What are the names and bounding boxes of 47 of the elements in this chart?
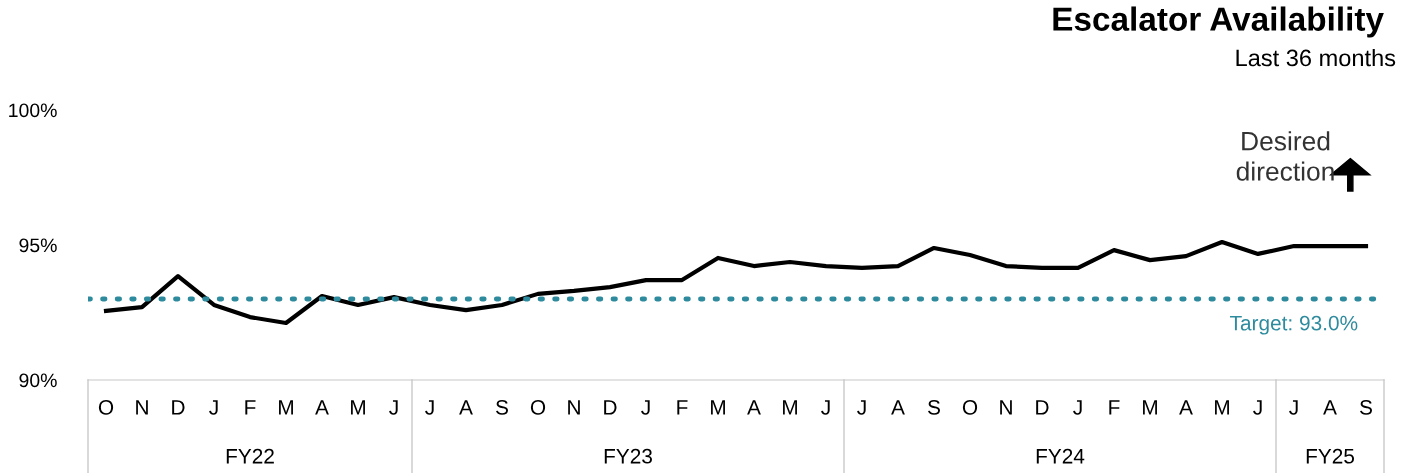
x-tick-label: D (604, 400, 617, 415)
text: FY25 (1306, 448, 1355, 464)
text: FY22 (226, 448, 274, 464)
chart-subtitle: Last 36 months (1236, 49, 1396, 67)
x-tick-label: N (568, 400, 580, 415)
x-tick-label: A (747, 400, 761, 415)
y-tick-label: 95% (19, 238, 57, 253)
x-tick-label: D (172, 400, 185, 415)
annotation: Desired direction (1236, 131, 1334, 181)
text: FY23 (604, 448, 652, 464)
x-tick-label: O (962, 399, 978, 415)
x-tick-label: F (1109, 400, 1120, 415)
x-tick-label: A (891, 400, 905, 415)
x-tick-label: O (98, 399, 114, 415)
x-tick-label: J (1073, 400, 1082, 415)
x-tick-label: J (209, 400, 218, 415)
x-tick-label: M (279, 400, 293, 415)
x-tick-label: F (245, 400, 256, 415)
x-tick-label: A (1179, 400, 1193, 415)
x-tick-label: J (821, 400, 830, 415)
x-tick-label: J (641, 400, 650, 415)
x-tick-label: J (1289, 400, 1298, 415)
y-tick-label: 100% (9, 103, 57, 118)
ref-line-label: Target: 93.0% (1230, 315, 1358, 335)
x-tick-label: J (857, 400, 866, 415)
x-tick-label: S (1360, 399, 1372, 415)
x-tick-label: N (1000, 400, 1012, 415)
x-tick-label: A (315, 400, 329, 415)
x-tick-label: A (1323, 400, 1337, 415)
x-tick-label: J (1253, 400, 1262, 415)
x-tick-label: N (136, 400, 148, 415)
x-tick-label: J (389, 400, 398, 415)
x-tick-label: J (425, 400, 434, 415)
text: FY24 (1036, 448, 1085, 464)
x-tick-label: M (711, 400, 725, 415)
x-tick-label: F (677, 400, 688, 415)
x-tick-label: M (1215, 400, 1229, 415)
x-tick-label: M (351, 400, 365, 415)
x-tick-label: O (530, 399, 546, 415)
x-tick-label: M (783, 400, 797, 415)
x-tick-label: D (1036, 400, 1049, 415)
x-tick-label: A (459, 400, 473, 415)
x-tick-label: M (1143, 400, 1157, 415)
y-tick-label: 90% (19, 373, 57, 388)
x-tick-label: S (496, 399, 508, 415)
chart-title: Escalator Availability (1053, 6, 1384, 38)
x-tick-label: S (928, 399, 940, 415)
